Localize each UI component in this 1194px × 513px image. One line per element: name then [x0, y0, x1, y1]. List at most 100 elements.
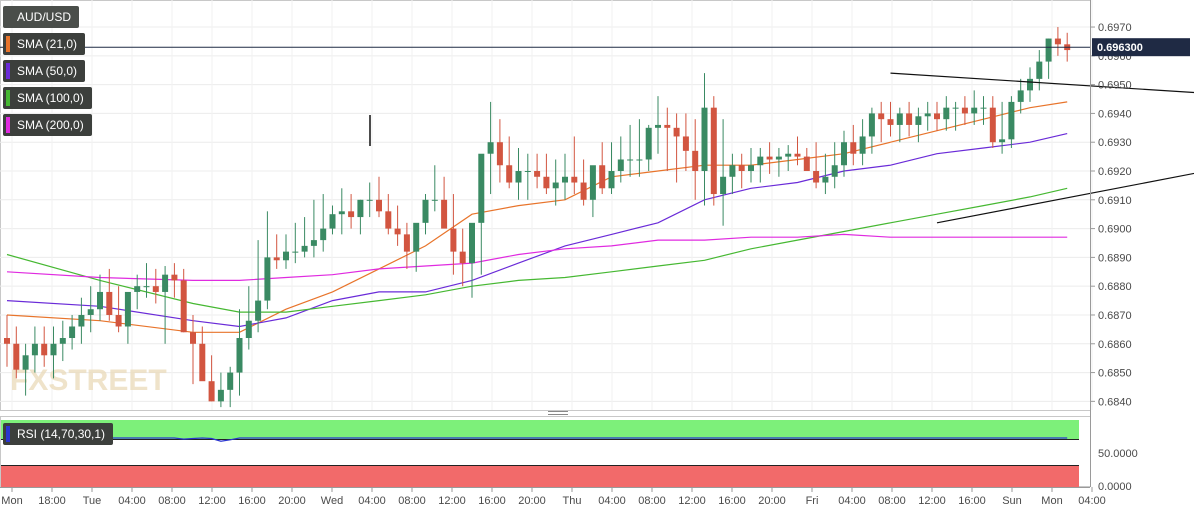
- candle-body: [915, 116, 922, 125]
- candle-body: [720, 176, 727, 195]
- price-tick-label: 0.6970: [1098, 22, 1132, 34]
- candle-body: [78, 314, 85, 327]
- rsi-tick-label: 0.0000: [1098, 481, 1132, 493]
- legend-sma21[interactable]: SMA (21,0): [3, 33, 86, 55]
- candle-body: [403, 234, 410, 252]
- candle-body: [236, 338, 243, 373]
- candle-body: [878, 113, 885, 120]
- rsi-swatch-icon: [6, 426, 10, 442]
- time-tick-label: 12:00: [198, 495, 226, 507]
- candle-body: [292, 251, 299, 253]
- candle-body: [478, 153, 485, 223]
- legend-sma21-label: SMA (21,0): [17, 37, 78, 51]
- candle-body: [738, 165, 745, 172]
- candle-body: [59, 338, 66, 344]
- trendline: [890, 72, 1194, 94]
- sma-line: [6, 101, 1068, 333]
- candle-body: [608, 171, 615, 189]
- time-tick-label: 20:00: [758, 495, 786, 507]
- candle-body: [961, 107, 968, 114]
- trendlines: [369, 72, 1194, 224]
- candle-body: [1008, 101, 1015, 140]
- candle-body: [524, 171, 531, 173]
- candle-body: [534, 171, 541, 177]
- time-tick-label: 12:00: [438, 495, 466, 507]
- moving-averages: [6, 101, 1068, 333]
- price-tick-label: 0.6880: [1098, 281, 1132, 293]
- candle-body: [496, 142, 503, 166]
- candle-body: [580, 182, 587, 200]
- candle-body: [971, 107, 978, 114]
- candle-body: [264, 257, 271, 301]
- time-tick-label: 12:00: [678, 495, 706, 507]
- candle-body: [41, 343, 48, 356]
- candle-body: [589, 165, 596, 200]
- candle-body: [906, 113, 913, 125]
- legend-sma100[interactable]: SMA (100,0): [3, 87, 92, 109]
- legend-sma50[interactable]: SMA (50,0): [3, 60, 86, 82]
- time-tick-label: Thu: [563, 495, 582, 507]
- time-tick-label: 04:00: [838, 495, 866, 507]
- candle-body: [664, 124, 671, 128]
- sma-line: [6, 233, 1068, 281]
- symbol-tag[interactable]: AUD/USD: [3, 6, 80, 28]
- candle-body: [841, 142, 847, 166]
- last-price-badge: [1092, 38, 1190, 57]
- candle-body: [13, 343, 20, 370]
- rsi-line: [7, 437, 1068, 442]
- candle-body: [162, 274, 169, 292]
- legend-sma50-label: SMA (50,0): [17, 64, 78, 78]
- time-tick-label: 16:00: [718, 495, 746, 507]
- candle-body: [22, 355, 29, 370]
- candle-body: [887, 119, 894, 125]
- time-tick-label: 16:00: [478, 495, 506, 507]
- price-panel-frame: [0, 0, 1091, 411]
- symbol-label: AUD/USD: [17, 10, 72, 24]
- candle-body: [245, 320, 252, 339]
- candle-body: [794, 153, 801, 157]
- time-tick-label: Fri: [806, 495, 819, 507]
- candle-body: [97, 291, 103, 310]
- candle-body: [171, 274, 178, 281]
- candle-body: [562, 176, 568, 183]
- candle-body: [469, 222, 475, 264]
- candle-body: [310, 240, 317, 246]
- candle-body: [924, 113, 931, 117]
- candles: [4, 27, 1071, 408]
- price-tick-label: 0.6860: [1098, 339, 1132, 351]
- time-tick-label: 16:00: [958, 495, 986, 507]
- candle-body: [934, 113, 940, 120]
- price-tick-label: 0.6920: [1098, 166, 1132, 178]
- legend-rsi-label: RSI (14,70,30,1): [17, 427, 106, 441]
- candle-body: [385, 211, 392, 229]
- time-tick-label: Wed: [321, 495, 343, 507]
- candle-body: [376, 199, 382, 212]
- time-tick-label: 08:00: [638, 495, 666, 507]
- candle-body: [394, 228, 401, 235]
- candle-body: [422, 199, 429, 223]
- time-tick-label: 04:00: [598, 495, 626, 507]
- candle-body: [459, 251, 466, 264]
- rsi-oversold-zone: [1, 465, 1079, 487]
- legend-sma200[interactable]: SMA (200,0): [3, 114, 92, 136]
- candle-body: [868, 113, 875, 137]
- time-tick-label: Tue: [83, 495, 102, 507]
- candle-body: [1017, 90, 1024, 102]
- candle-body: [450, 228, 457, 252]
- time-tick-label: 08:00: [158, 495, 186, 507]
- sma21-swatch-icon: [6, 36, 10, 52]
- candle-body: [152, 286, 159, 292]
- price-tick-label: 0.6910: [1098, 195, 1132, 207]
- candle-body: [515, 171, 522, 183]
- candle-body: [850, 142, 857, 154]
- candle-body: [134, 286, 141, 292]
- candle-body: [785, 153, 792, 157]
- legend-rsi[interactable]: RSI (14,70,30,1): [3, 423, 114, 445]
- time-tick-label: 12:00: [918, 495, 946, 507]
- price-tick-label: 0.6840: [1098, 396, 1132, 408]
- candle-body: [115, 314, 122, 327]
- candle-body: [943, 107, 950, 120]
- sma100-swatch-icon: [6, 90, 10, 106]
- candle-body: [69, 326, 76, 339]
